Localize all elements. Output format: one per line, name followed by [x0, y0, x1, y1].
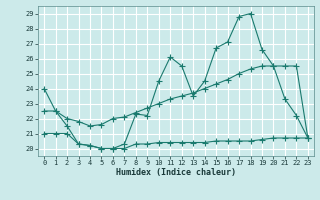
- X-axis label: Humidex (Indice chaleur): Humidex (Indice chaleur): [116, 168, 236, 177]
